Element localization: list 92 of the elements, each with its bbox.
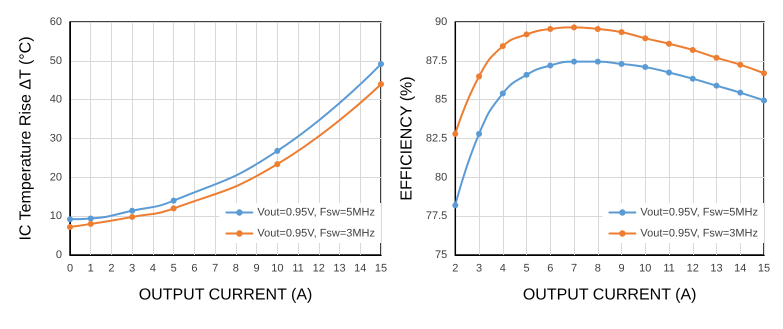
point <box>378 81 384 88</box>
point <box>594 58 601 65</box>
point <box>129 214 136 220</box>
point <box>761 70 767 76</box>
point <box>618 29 625 36</box>
x-tick-label: 10 <box>271 262 284 274</box>
point <box>170 205 177 212</box>
x-tick-label: 9 <box>254 262 260 274</box>
x-tick-label: 1 <box>88 262 94 274</box>
x-tick-label: 4 <box>150 262 156 274</box>
point <box>500 43 506 50</box>
x-tick-label: 7 <box>570 262 578 274</box>
point <box>666 69 672 76</box>
x-tick-label: 2 <box>452 262 458 274</box>
y-tick-label: 85 <box>435 94 448 106</box>
y-tick-label: 10 <box>50 210 62 222</box>
point <box>378 60 384 67</box>
x-tick-label: 5 <box>523 262 530 274</box>
x-tick-label: 7 <box>212 262 218 274</box>
x-tick-label: 15 <box>758 262 770 274</box>
point <box>571 24 578 30</box>
point <box>67 216 73 222</box>
x-tick-label: 8 <box>232 262 239 274</box>
point <box>88 220 94 227</box>
y-axis-title: EFFICIENCY (%) <box>398 76 416 201</box>
point <box>737 90 744 96</box>
x-tick-label: 4 <box>500 262 506 274</box>
point <box>524 31 530 38</box>
x-axis-title: OUTPUT CURRENT (A) <box>522 286 696 304</box>
point <box>274 161 280 168</box>
point <box>547 26 554 32</box>
x-tick-label: 11 <box>292 262 304 274</box>
point <box>88 216 94 222</box>
point <box>642 35 648 42</box>
point <box>642 64 648 70</box>
y-axis-title: IC Temperature Rise ΔT (°C) <box>18 36 34 241</box>
legend-label: Vout=0.95V, Fsw=3MHz <box>257 228 376 240</box>
x-tick-label: 13 <box>710 262 723 274</box>
y-tick-label: 90 <box>435 16 448 28</box>
point <box>618 60 625 67</box>
point <box>761 97 767 104</box>
y-tick-label: 40 <box>50 94 62 106</box>
x-tick-label: 10 <box>639 262 652 274</box>
y-tick-label: 82.5 <box>426 132 448 144</box>
point <box>594 26 601 32</box>
point <box>690 76 696 82</box>
x-tick-label: 3 <box>129 262 136 274</box>
point <box>476 130 482 137</box>
point <box>714 82 720 89</box>
x-tick-label: 0 <box>66 262 74 274</box>
legend-label: Vout=0.95V, Fsw=5MHz <box>257 206 376 218</box>
y-tick-label: 80 <box>435 171 448 184</box>
x-tick-label: 12 <box>312 262 325 274</box>
x-axis-title: OUTPUT CURRENT (A) <box>138 286 312 304</box>
x-tick-label: 13 <box>333 262 346 274</box>
x-tick-label: 6 <box>547 262 554 274</box>
point <box>67 224 73 230</box>
y-tick-label: 60 <box>50 16 62 28</box>
point <box>129 208 136 214</box>
point <box>690 46 696 53</box>
y-tick-label: 77.5 <box>426 210 448 222</box>
point <box>524 72 530 78</box>
point <box>452 130 458 137</box>
legend-label: Vout=0.95V, Fsw=5MHz <box>640 206 758 218</box>
x-tick-label: 5 <box>170 262 177 274</box>
x-tick-label: 8 <box>594 262 601 274</box>
x-tick-label: 3 <box>476 262 482 274</box>
point <box>500 90 506 96</box>
x-tick-label: 15 <box>374 262 388 274</box>
x-tick-label: 11 <box>663 262 675 274</box>
x-tick-label: 2 <box>108 262 115 274</box>
point <box>476 73 482 80</box>
x-tick-label: 12 <box>686 262 699 274</box>
y-tick-label: 0 <box>56 249 62 261</box>
point <box>571 58 578 65</box>
y-tick-label: 30 <box>50 132 62 144</box>
x-tick-label: 6 <box>191 262 198 274</box>
point <box>274 148 280 154</box>
x-tick-label: 14 <box>354 262 366 274</box>
y-tick-label: 87.5 <box>426 54 448 67</box>
y-tick-label: 50 <box>50 54 62 67</box>
x-tick-label: 14 <box>734 262 746 274</box>
point <box>170 198 177 204</box>
point <box>737 62 744 68</box>
point <box>714 54 720 61</box>
y-tick-label: 75 <box>435 249 448 261</box>
y-tick-label: 20 <box>50 171 62 184</box>
x-tick-label: 9 <box>618 262 625 274</box>
point <box>452 202 458 208</box>
legend-label: Vout=0.95V, Fsw=3MHz <box>640 228 758 240</box>
point <box>666 40 672 47</box>
point <box>547 62 554 68</box>
